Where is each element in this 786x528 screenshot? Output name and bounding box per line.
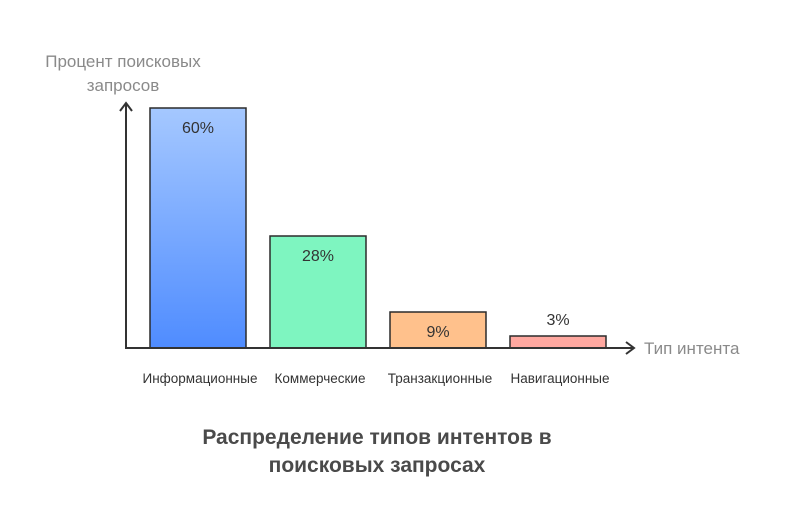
category-label-4: Навигационные: [510, 371, 609, 386]
value-label-3: 9%: [426, 324, 449, 341]
category-label-3: Транзакционные: [388, 371, 492, 386]
category-label-2: Коммерческие: [275, 371, 366, 386]
y-axis-arrow: [119, 101, 133, 112]
bar-3: [389, 311, 487, 349]
bar-1: [149, 107, 247, 349]
bar-4: [509, 335, 607, 349]
chart-title-line-2: поисковых запросах: [269, 454, 486, 477]
y-axis-label-line-2: запросов: [87, 76, 160, 95]
value-label-1: 60%: [182, 120, 214, 137]
y-axis-label-line-1: Процент поисковых: [45, 52, 201, 71]
chart-title-line-1: Распределение типов интентов в: [202, 426, 551, 449]
value-label-2: 28%: [302, 248, 334, 265]
category-label-1: Информационные: [143, 371, 258, 386]
x-axis-arrow: [625, 341, 636, 355]
value-label-4: 3%: [546, 312, 569, 329]
category-labels: Информационные Коммерческие Транзакционные…: [143, 371, 610, 386]
x-axis-label: Тип интента: [644, 339, 740, 358]
bars-group: 60% 28% 9% 3%: [149, 107, 607, 349]
bar-2: [269, 235, 367, 349]
